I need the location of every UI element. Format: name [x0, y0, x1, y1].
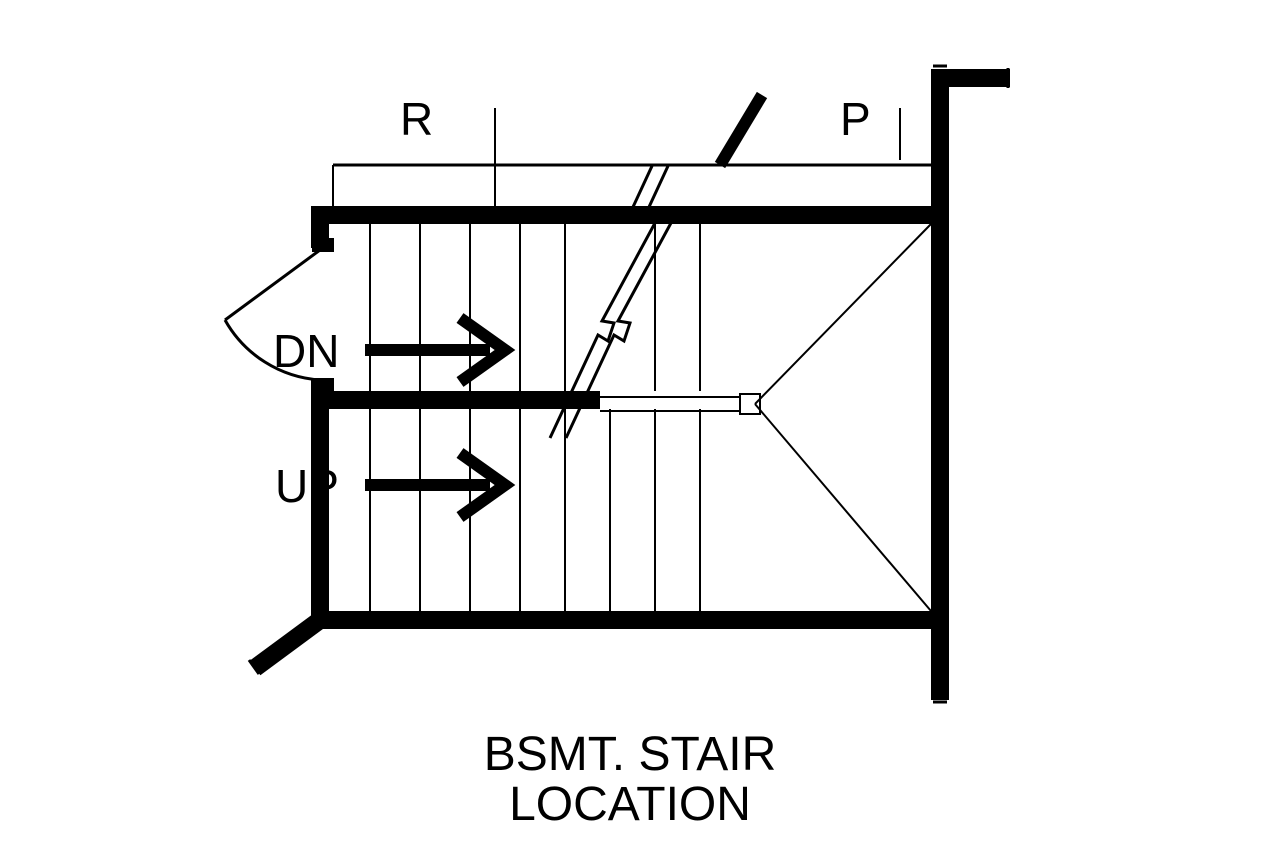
floorplan-diagram: R P DN UP BSMT. STAIR LOCATION [0, 0, 1280, 853]
mid-rail [600, 394, 760, 414]
treads-lower [370, 409, 700, 611]
treads-upper [370, 224, 700, 391]
walls [249, 66, 1010, 702]
winder [755, 224, 931, 611]
label-up: UP [275, 460, 339, 512]
arrow-dn [365, 318, 505, 382]
label-r: R [400, 93, 433, 145]
title-line2: LOCATION [509, 778, 751, 831]
label-dn: DN [273, 325, 339, 377]
title-line1: BSMT. STAIR [484, 728, 776, 781]
arrow-up [365, 453, 505, 517]
label-p: P [840, 93, 871, 145]
